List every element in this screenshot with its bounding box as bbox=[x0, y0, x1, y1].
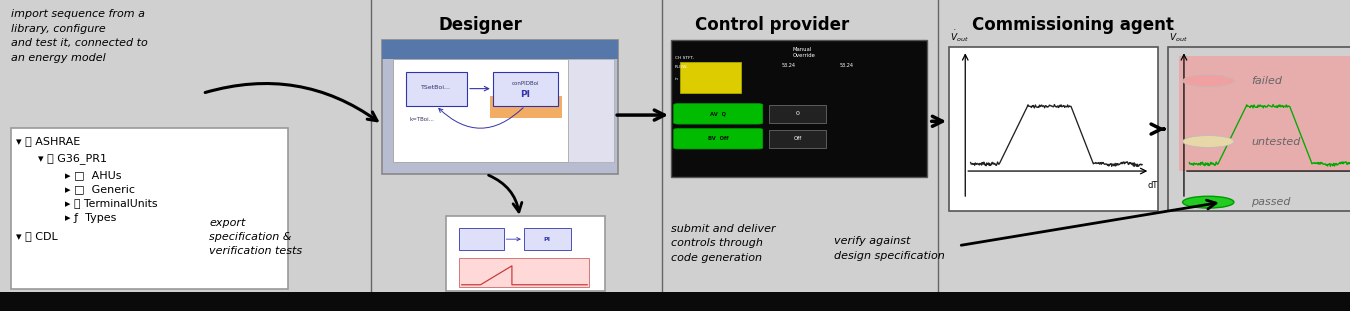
FancyBboxPatch shape bbox=[1179, 56, 1350, 171]
FancyBboxPatch shape bbox=[674, 104, 763, 124]
FancyBboxPatch shape bbox=[490, 96, 562, 118]
Text: AV  Q: AV Q bbox=[710, 111, 726, 116]
Text: ▾ ⬛ ASHRAE: ▾ ⬛ ASHRAE bbox=[16, 137, 81, 146]
Text: Designer: Designer bbox=[439, 16, 522, 34]
FancyBboxPatch shape bbox=[0, 292, 1350, 311]
Text: PI: PI bbox=[520, 91, 531, 99]
Text: $\dot{V}_{out}$: $\dot{V}_{out}$ bbox=[1169, 28, 1188, 44]
Text: ▸ ⬛ TerminalUnits: ▸ ⬛ TerminalUnits bbox=[65, 198, 158, 208]
FancyBboxPatch shape bbox=[524, 228, 571, 250]
Text: in: in bbox=[675, 77, 679, 81]
FancyBboxPatch shape bbox=[769, 130, 826, 148]
FancyBboxPatch shape bbox=[382, 40, 618, 59]
Text: 53.24: 53.24 bbox=[840, 63, 853, 68]
FancyBboxPatch shape bbox=[393, 59, 568, 162]
Text: Commissioning agent: Commissioning agent bbox=[972, 16, 1174, 34]
FancyBboxPatch shape bbox=[949, 47, 1158, 211]
Text: ▸ ƒ  Types: ▸ ƒ Types bbox=[65, 213, 116, 223]
Text: $\dot{V}_{out}$: $\dot{V}_{out}$ bbox=[950, 28, 969, 44]
Text: Control provider: Control provider bbox=[695, 16, 849, 34]
Text: verify against
design specification: verify against design specification bbox=[834, 236, 945, 261]
Circle shape bbox=[1183, 75, 1234, 87]
FancyBboxPatch shape bbox=[568, 59, 614, 162]
Text: CH STFT-: CH STFT- bbox=[675, 56, 694, 59]
Text: BV  Off: BV Off bbox=[707, 136, 729, 141]
Text: ▸ □  AHUs: ▸ □ AHUs bbox=[65, 170, 122, 180]
Text: Off: Off bbox=[794, 136, 802, 141]
FancyBboxPatch shape bbox=[493, 72, 558, 106]
Text: k=TBoi...: k=TBoi... bbox=[409, 117, 433, 122]
Text: TSetBoi...: TSetBoi... bbox=[421, 85, 451, 90]
Text: ▾ ⬛ G36_PR1: ▾ ⬛ G36_PR1 bbox=[38, 153, 107, 164]
Text: ▸ □  Generic: ▸ □ Generic bbox=[65, 184, 135, 194]
FancyBboxPatch shape bbox=[459, 258, 589, 287]
Text: conPIDBoi: conPIDBoi bbox=[512, 81, 539, 86]
FancyBboxPatch shape bbox=[382, 40, 618, 174]
Circle shape bbox=[1183, 196, 1234, 208]
Text: PI: PI bbox=[543, 237, 551, 242]
Text: failed: failed bbox=[1251, 76, 1282, 86]
Text: passed: passed bbox=[1251, 197, 1291, 207]
Circle shape bbox=[1183, 136, 1234, 147]
FancyBboxPatch shape bbox=[680, 62, 741, 93]
FancyBboxPatch shape bbox=[406, 72, 467, 106]
Text: untested: untested bbox=[1251, 137, 1301, 146]
FancyBboxPatch shape bbox=[674, 128, 763, 149]
FancyBboxPatch shape bbox=[769, 105, 826, 123]
Text: Manual
Override: Manual Override bbox=[792, 47, 815, 58]
Text: 0: 0 bbox=[796, 111, 799, 116]
Text: export
specification &
verification tests: export specification & verification test… bbox=[209, 218, 302, 257]
FancyBboxPatch shape bbox=[11, 128, 288, 289]
FancyBboxPatch shape bbox=[459, 228, 504, 250]
Text: 53.24: 53.24 bbox=[782, 63, 795, 68]
Text: import sequence from a
library, configure
and test it, connected to
an energy mo: import sequence from a library, configur… bbox=[11, 9, 147, 63]
Text: submit and deliver
controls through
code generation: submit and deliver controls through code… bbox=[671, 224, 775, 263]
Text: FLOW-: FLOW- bbox=[675, 65, 688, 69]
FancyBboxPatch shape bbox=[671, 40, 927, 177]
FancyBboxPatch shape bbox=[446, 216, 605, 291]
Text: dT: dT bbox=[1148, 181, 1158, 189]
Text: ▾ ⬛ CDL: ▾ ⬛ CDL bbox=[16, 231, 58, 241]
